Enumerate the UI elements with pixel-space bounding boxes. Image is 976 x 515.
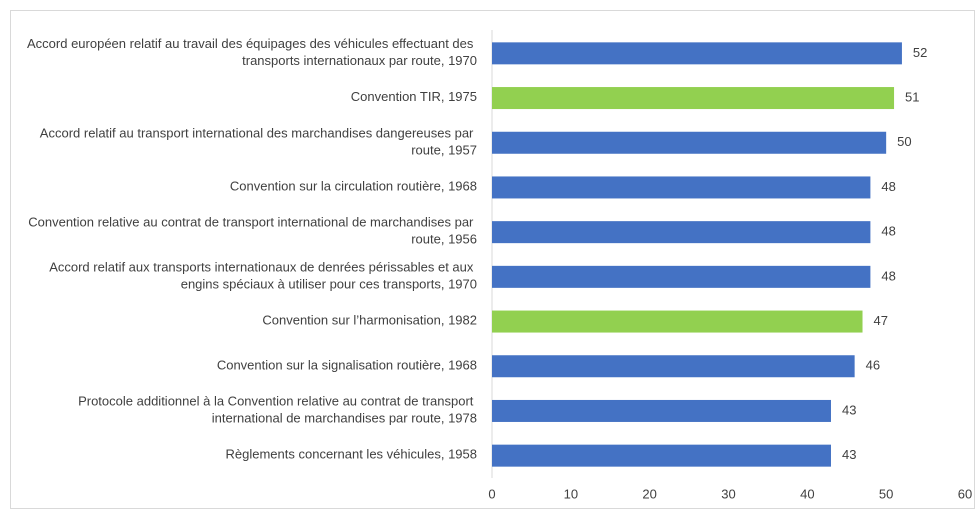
category-label-line: transports internationaux par route, 197… (242, 53, 477, 68)
x-tick-label: 40 (800, 486, 814, 501)
category-label: Accord relatif au transport internationa… (40, 126, 477, 158)
value-label: 48 (881, 224, 895, 239)
category-label: Convention sur l’harmonisation, 1982 (262, 313, 477, 328)
bar (492, 131, 887, 154)
category-label-line: Convention sur la signalisation routière… (217, 358, 477, 373)
x-tick-label: 30 (721, 486, 735, 501)
bar (492, 399, 831, 422)
category-label: Convention sur la circulation routière, … (230, 179, 477, 194)
bar (492, 42, 902, 65)
category-label-line: Convention TIR, 1975 (351, 89, 477, 104)
x-tick-label: 50 (879, 486, 893, 501)
value-label: 43 (842, 402, 856, 417)
category-label-line: Règlements concernant les véhicules, 195… (226, 447, 477, 462)
bar (492, 265, 871, 288)
value-label: 43 (842, 447, 856, 462)
category-label: Protocole additionnel à la Convention re… (78, 394, 477, 426)
bar (492, 87, 895, 110)
category-label-line: Accord européen relatif au travail des é… (27, 36, 477, 51)
category-label-line: route, 1956 (411, 232, 477, 247)
category-label: Accord relatif aux transports internatio… (49, 260, 477, 292)
bar (492, 444, 831, 467)
category-label: Accord européen relatif au travail des é… (27, 36, 477, 68)
value-label: 48 (881, 179, 895, 194)
x-tick-label: 60 (958, 486, 972, 501)
x-tick-label: 20 (642, 486, 656, 501)
category-label-line: Accord relatif au transport internationa… (40, 126, 477, 141)
value-label: 46 (866, 358, 880, 373)
value-label: 52 (913, 45, 927, 60)
value-label: 47 (874, 313, 888, 328)
value-label: 51 (905, 89, 919, 104)
category-label: Convention TIR, 1975 (351, 89, 477, 104)
bar (492, 176, 871, 199)
category-label-line: Accord relatif aux transports internatio… (49, 260, 477, 275)
category-label-line: Convention sur l’harmonisation, 1982 (262, 313, 477, 328)
value-label: 48 (881, 268, 895, 283)
category-label-line: Convention sur la circulation routière, … (230, 179, 477, 194)
category-label-line: Protocole additionnel à la Convention re… (78, 394, 477, 409)
category-label-line: international de marchandises par route,… (212, 411, 477, 426)
bar (492, 310, 863, 333)
value-label: 50 (897, 134, 911, 149)
x-tick-label: 10 (564, 486, 578, 501)
category-label: Convention sur la signalisation routière… (217, 358, 477, 373)
category-label-line: engins spéciaux à utiliser pour ces tran… (181, 277, 477, 292)
category-label-line: Convention relative au contrat de transp… (28, 215, 477, 230)
category-label-line: route, 1957 (411, 143, 477, 158)
bar (492, 221, 871, 244)
category-label: Règlements concernant les véhicules, 195… (226, 447, 477, 462)
x-tick-label: 0 (488, 486, 495, 501)
bar (492, 355, 855, 378)
category-label: Convention relative au contrat de transp… (28, 215, 477, 247)
